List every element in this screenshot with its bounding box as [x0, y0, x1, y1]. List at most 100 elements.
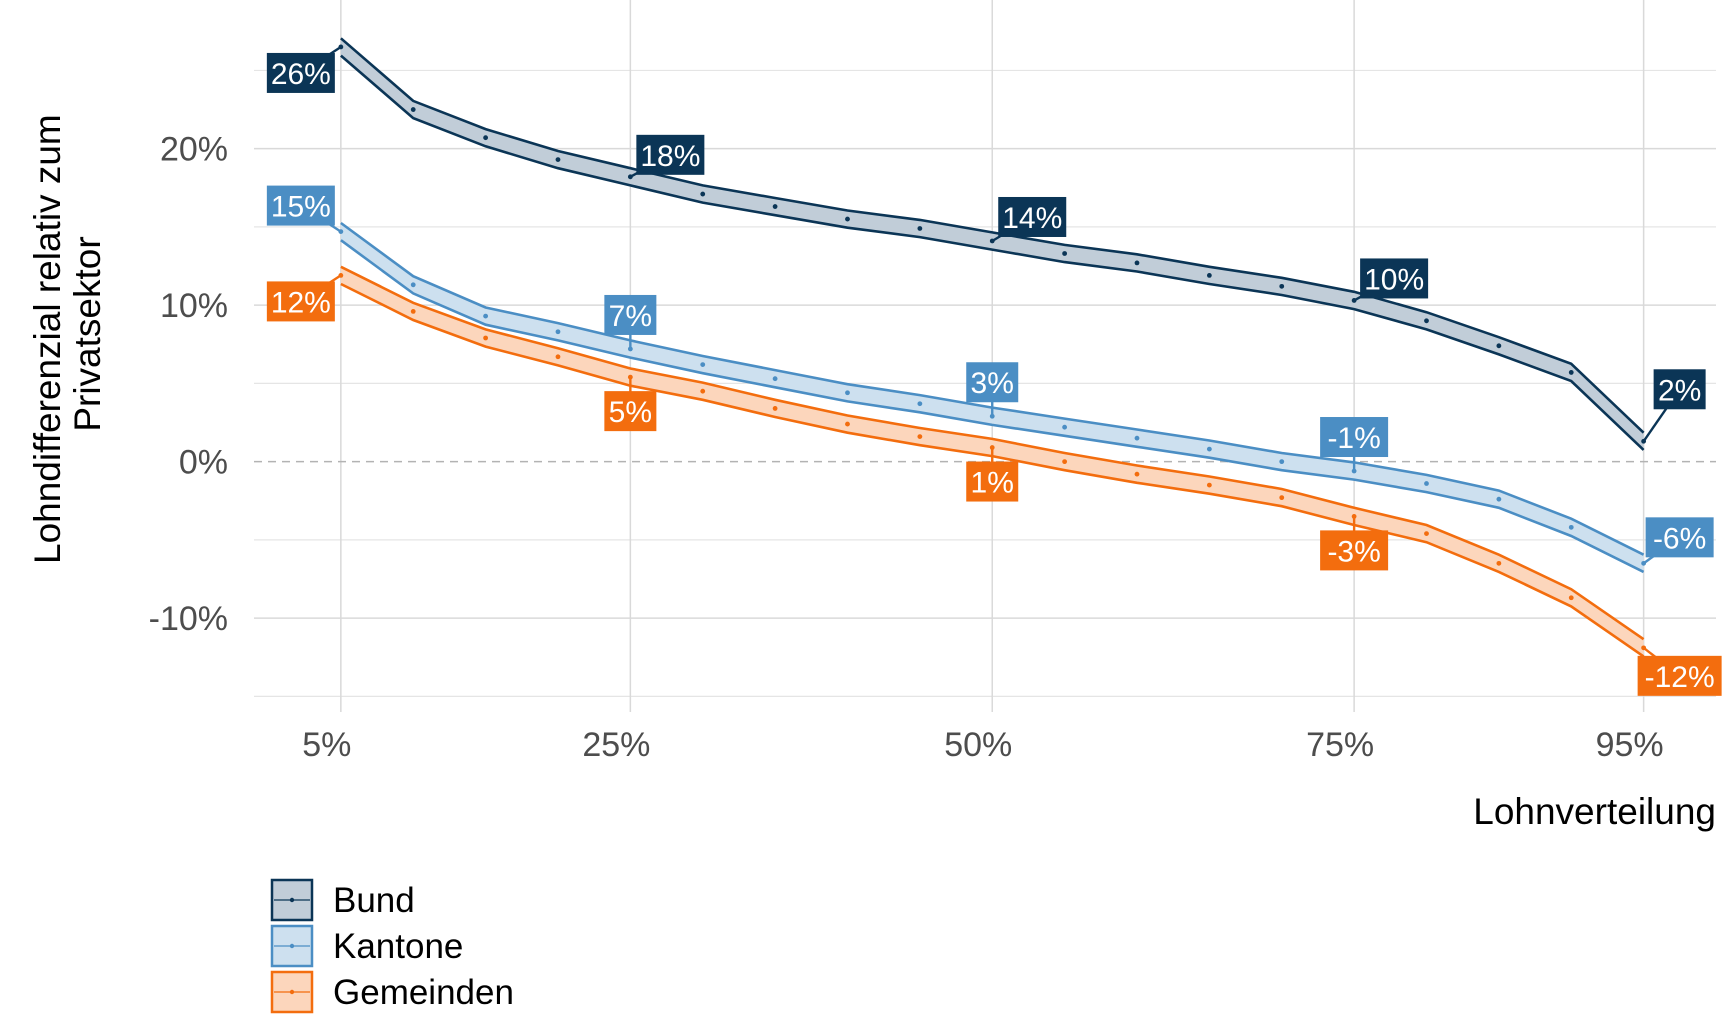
data-label-gemeinden: 12% [266, 274, 342, 322]
data-point [483, 335, 489, 341]
label-box [266, 185, 335, 226]
label-box [1645, 517, 1714, 558]
legend-point [289, 897, 295, 903]
legend-item-gemeinden: Gemeinden [270, 970, 514, 1014]
label-text: 2% [1658, 374, 1701, 407]
axis-layer: Lohnverteilung Lohndifferenzial relativ … [27, 114, 1716, 832]
data-point [1424, 531, 1429, 537]
data-point [917, 401, 923, 407]
data-label-gemeinden: -3% [1320, 516, 1389, 571]
grid-layer [254, 0, 1716, 712]
data-point [700, 388, 706, 394]
legend-label: Bund [333, 881, 415, 920]
label-text: -12% [1645, 661, 1715, 694]
band-upper-edge [340, 265, 1645, 641]
data-label-layer: 26% 18% 14% 10% 2% 15% 7% 3% -1% -6% 12% 5% 1% -3% -12… [266, 45, 1722, 696]
band-upper-edge [340, 37, 1645, 434]
data-point [1496, 343, 1502, 349]
data-label-bund: 14% [991, 196, 1067, 243]
data-point [1424, 481, 1429, 486]
data-point [1496, 496, 1502, 502]
label-box [1637, 655, 1722, 696]
legend-point [289, 943, 295, 949]
label-box [966, 461, 1019, 502]
label-box [604, 391, 657, 432]
legend-point [289, 989, 295, 995]
data-point [410, 107, 416, 112]
label-box [604, 294, 657, 335]
series-bund [338, 37, 1647, 451]
label-text: -1% [1327, 422, 1380, 455]
label-box [998, 196, 1067, 237]
data-point [1134, 260, 1140, 266]
label-text: 18% [640, 140, 700, 173]
label-text: 5% [609, 396, 652, 429]
data-label-kantone: 15% [266, 185, 342, 233]
data-point [483, 313, 489, 319]
data-point [845, 216, 850, 222]
data-point [845, 390, 850, 396]
x-tick-label: 95% [1596, 726, 1664, 764]
label-text: 10% [1364, 263, 1424, 296]
data-point [410, 309, 416, 314]
x-tick-label: 5% [302, 726, 351, 764]
label-box [1360, 258, 1429, 299]
label-box [1320, 417, 1389, 458]
data-point [700, 191, 706, 197]
label-box [266, 52, 335, 93]
data-point [772, 204, 778, 209]
data-point [1134, 435, 1140, 441]
label-text: 15% [271, 191, 331, 224]
data-point [772, 376, 778, 382]
label-text: 12% [271, 286, 331, 319]
label-text: 14% [1002, 202, 1062, 235]
data-point [917, 434, 923, 439]
label-box [266, 281, 335, 322]
data-label-bund: 26% [266, 45, 342, 93]
legend-item-bund: Bund [270, 878, 415, 922]
label-text: 7% [609, 300, 652, 333]
data-point [1062, 424, 1068, 430]
data-point [700, 362, 706, 368]
data-point [483, 135, 489, 141]
data-point [1568, 524, 1574, 530]
data-point [1206, 273, 1212, 278]
data-point [772, 406, 778, 411]
confidence-band [340, 38, 1644, 450]
data-point [1279, 459, 1285, 465]
data-point [410, 282, 416, 288]
legend: Bund Kantone Gemeinden [270, 878, 514, 1014]
legend-label: Gemeinden [333, 973, 514, 1012]
data-point [1134, 471, 1140, 477]
data-point [1568, 595, 1574, 601]
data-label-gemeinden: 5% [604, 377, 657, 432]
data-point [1279, 495, 1285, 501]
legend-label: Kantone [333, 927, 463, 966]
data-point [1568, 370, 1574, 375]
data-point [555, 329, 561, 335]
data-label-kantone: -1% [1320, 417, 1389, 472]
label-text: 1% [971, 467, 1014, 500]
label-box [966, 362, 1019, 403]
band-lower-edge [340, 239, 1645, 574]
label-text: -3% [1327, 535, 1380, 568]
label-text: -6% [1653, 522, 1706, 555]
data-label-bund: 18% [629, 134, 705, 178]
data-point [1206, 482, 1212, 488]
band-lower-edge [340, 54, 1645, 451]
y-axis-title-line-1: Lohndifferenzial relativ zum [27, 114, 68, 564]
label-box [1653, 369, 1706, 410]
data-point [1062, 251, 1068, 256]
label-text: 26% [271, 58, 331, 91]
data-point [555, 354, 561, 360]
data-label-kantone: -6% [1642, 517, 1714, 565]
x-tick-label: 50% [944, 726, 1012, 764]
label-box [636, 134, 705, 175]
label-box [1320, 530, 1389, 571]
data-label-kantone: 3% [966, 362, 1019, 417]
y-axis-title-line-2: Privatsektor [67, 236, 108, 431]
data-label-bund: 10% [1353, 258, 1429, 302]
x-axis-title: Lohnverteilung [1473, 791, 1716, 832]
legend-item-kantone: Kantone [270, 924, 463, 968]
